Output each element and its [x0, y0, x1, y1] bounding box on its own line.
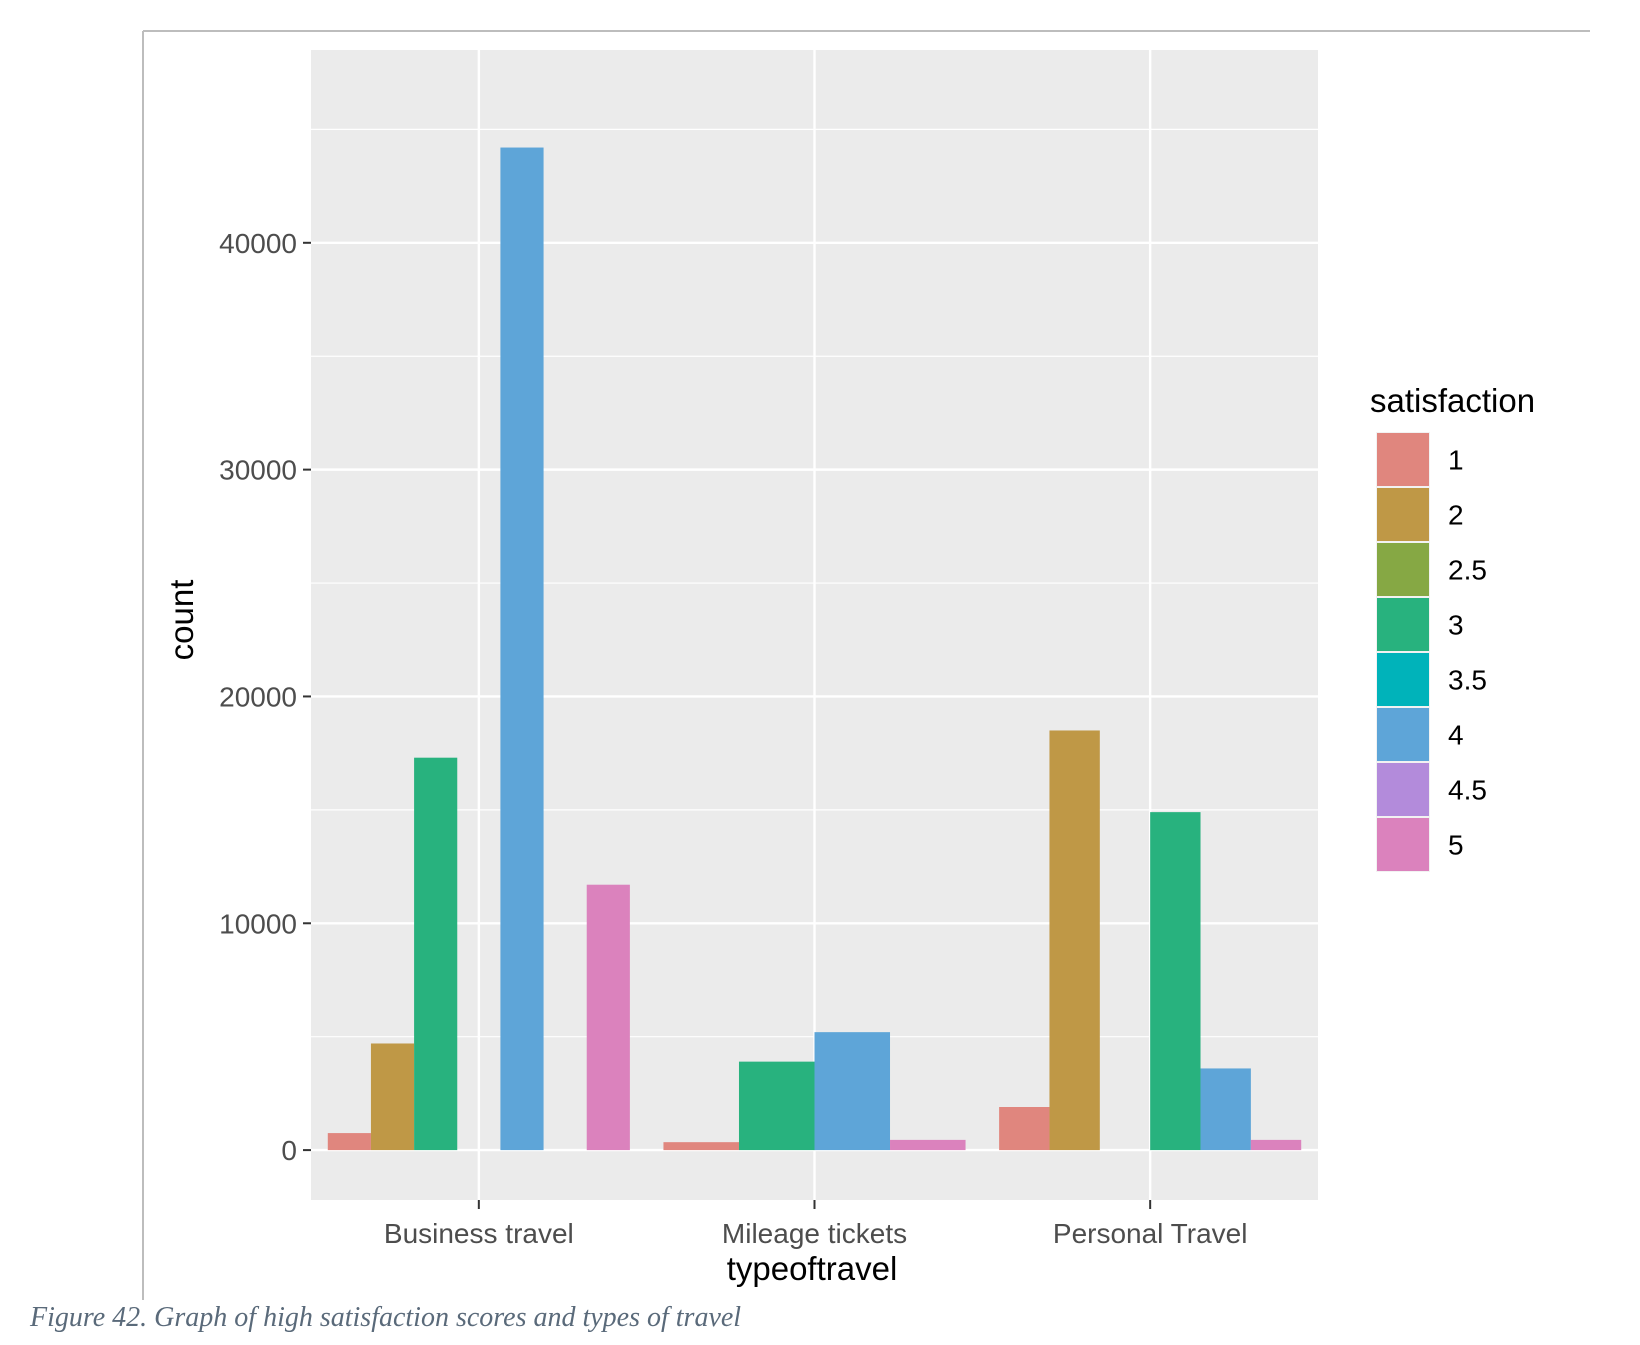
y-tick-label: 10000 [219, 908, 297, 939]
legend-key-swatch [1377, 708, 1429, 761]
x-tick-label: Mileage tickets [722, 1218, 907, 1249]
bar-business-travel-level-3 [414, 757, 458, 1151]
legend-key-swatch [1377, 488, 1429, 541]
bar-personal-travel-level-5 [1250, 1139, 1302, 1151]
y-axis: 0 10000 20000 30000 40000 [219, 228, 311, 1166]
legend-key-swatch [1377, 433, 1429, 486]
bars-layer [327, 147, 1302, 1151]
y-axis-title: count [163, 580, 200, 661]
grid-major [311, 50, 1318, 1200]
bar-personal-travel-level-1 [999, 1107, 1050, 1151]
y-tick-label: 20000 [219, 681, 297, 712]
bar-personal-travel-level-4 [1200, 1068, 1251, 1151]
bar-personal-travel-level-2 [1049, 730, 1100, 1151]
bar-business-travel-level-5 [586, 884, 630, 1151]
figure-caption: Figure 42. Graph of high satisfaction sc… [30, 1302, 742, 1333]
legend-key-swatch [1377, 818, 1429, 871]
x-tick-label: Personal Travel [1053, 1218, 1248, 1249]
legend-label: 3 [1448, 610, 1464, 641]
x-tick-label: Business travel [384, 1218, 574, 1249]
bar-mileage-tickets-level-5 [890, 1139, 966, 1151]
y-tick-label: 40000 [219, 228, 297, 259]
legend-key-swatch [1377, 763, 1429, 816]
bar-business-travel-level-4 [500, 147, 544, 1151]
bar-mileage-tickets-level-4 [814, 1032, 891, 1151]
x-axis: Business travel Mileage tickets Personal T… [384, 1200, 1248, 1249]
legend-label: 5 [1448, 830, 1464, 861]
bar-mileage-tickets-level-3 [738, 1061, 815, 1151]
bar-business-travel-level-1 [327, 1133, 371, 1151]
legend-key-swatch [1377, 543, 1429, 596]
legend-label: 3.5 [1448, 665, 1487, 696]
legend-label: 2.5 [1448, 555, 1487, 586]
legend-label: 1 [1448, 445, 1464, 476]
bar-business-travel-level-2 [370, 1043, 415, 1151]
y-tick-label: 0 [281, 1135, 297, 1166]
legend-label: 2 [1448, 500, 1464, 531]
legend-label: 4 [1448, 720, 1464, 751]
legend-key-swatch [1377, 653, 1429, 706]
bar-personal-travel-level-3 [1150, 812, 1201, 1151]
legend: satisfaction 1 2 2.5 3 3.5 4 4.5 5 [1370, 382, 1535, 872]
y-tick-label: 30000 [219, 455, 297, 486]
legend-key-swatch [1377, 598, 1429, 651]
legend-title: satisfaction [1370, 382, 1535, 419]
legend-label: 4.5 [1448, 775, 1487, 806]
bar-mileage-tickets-level-1 [663, 1142, 739, 1151]
x-axis-title: typeoftravel [727, 1250, 898, 1287]
